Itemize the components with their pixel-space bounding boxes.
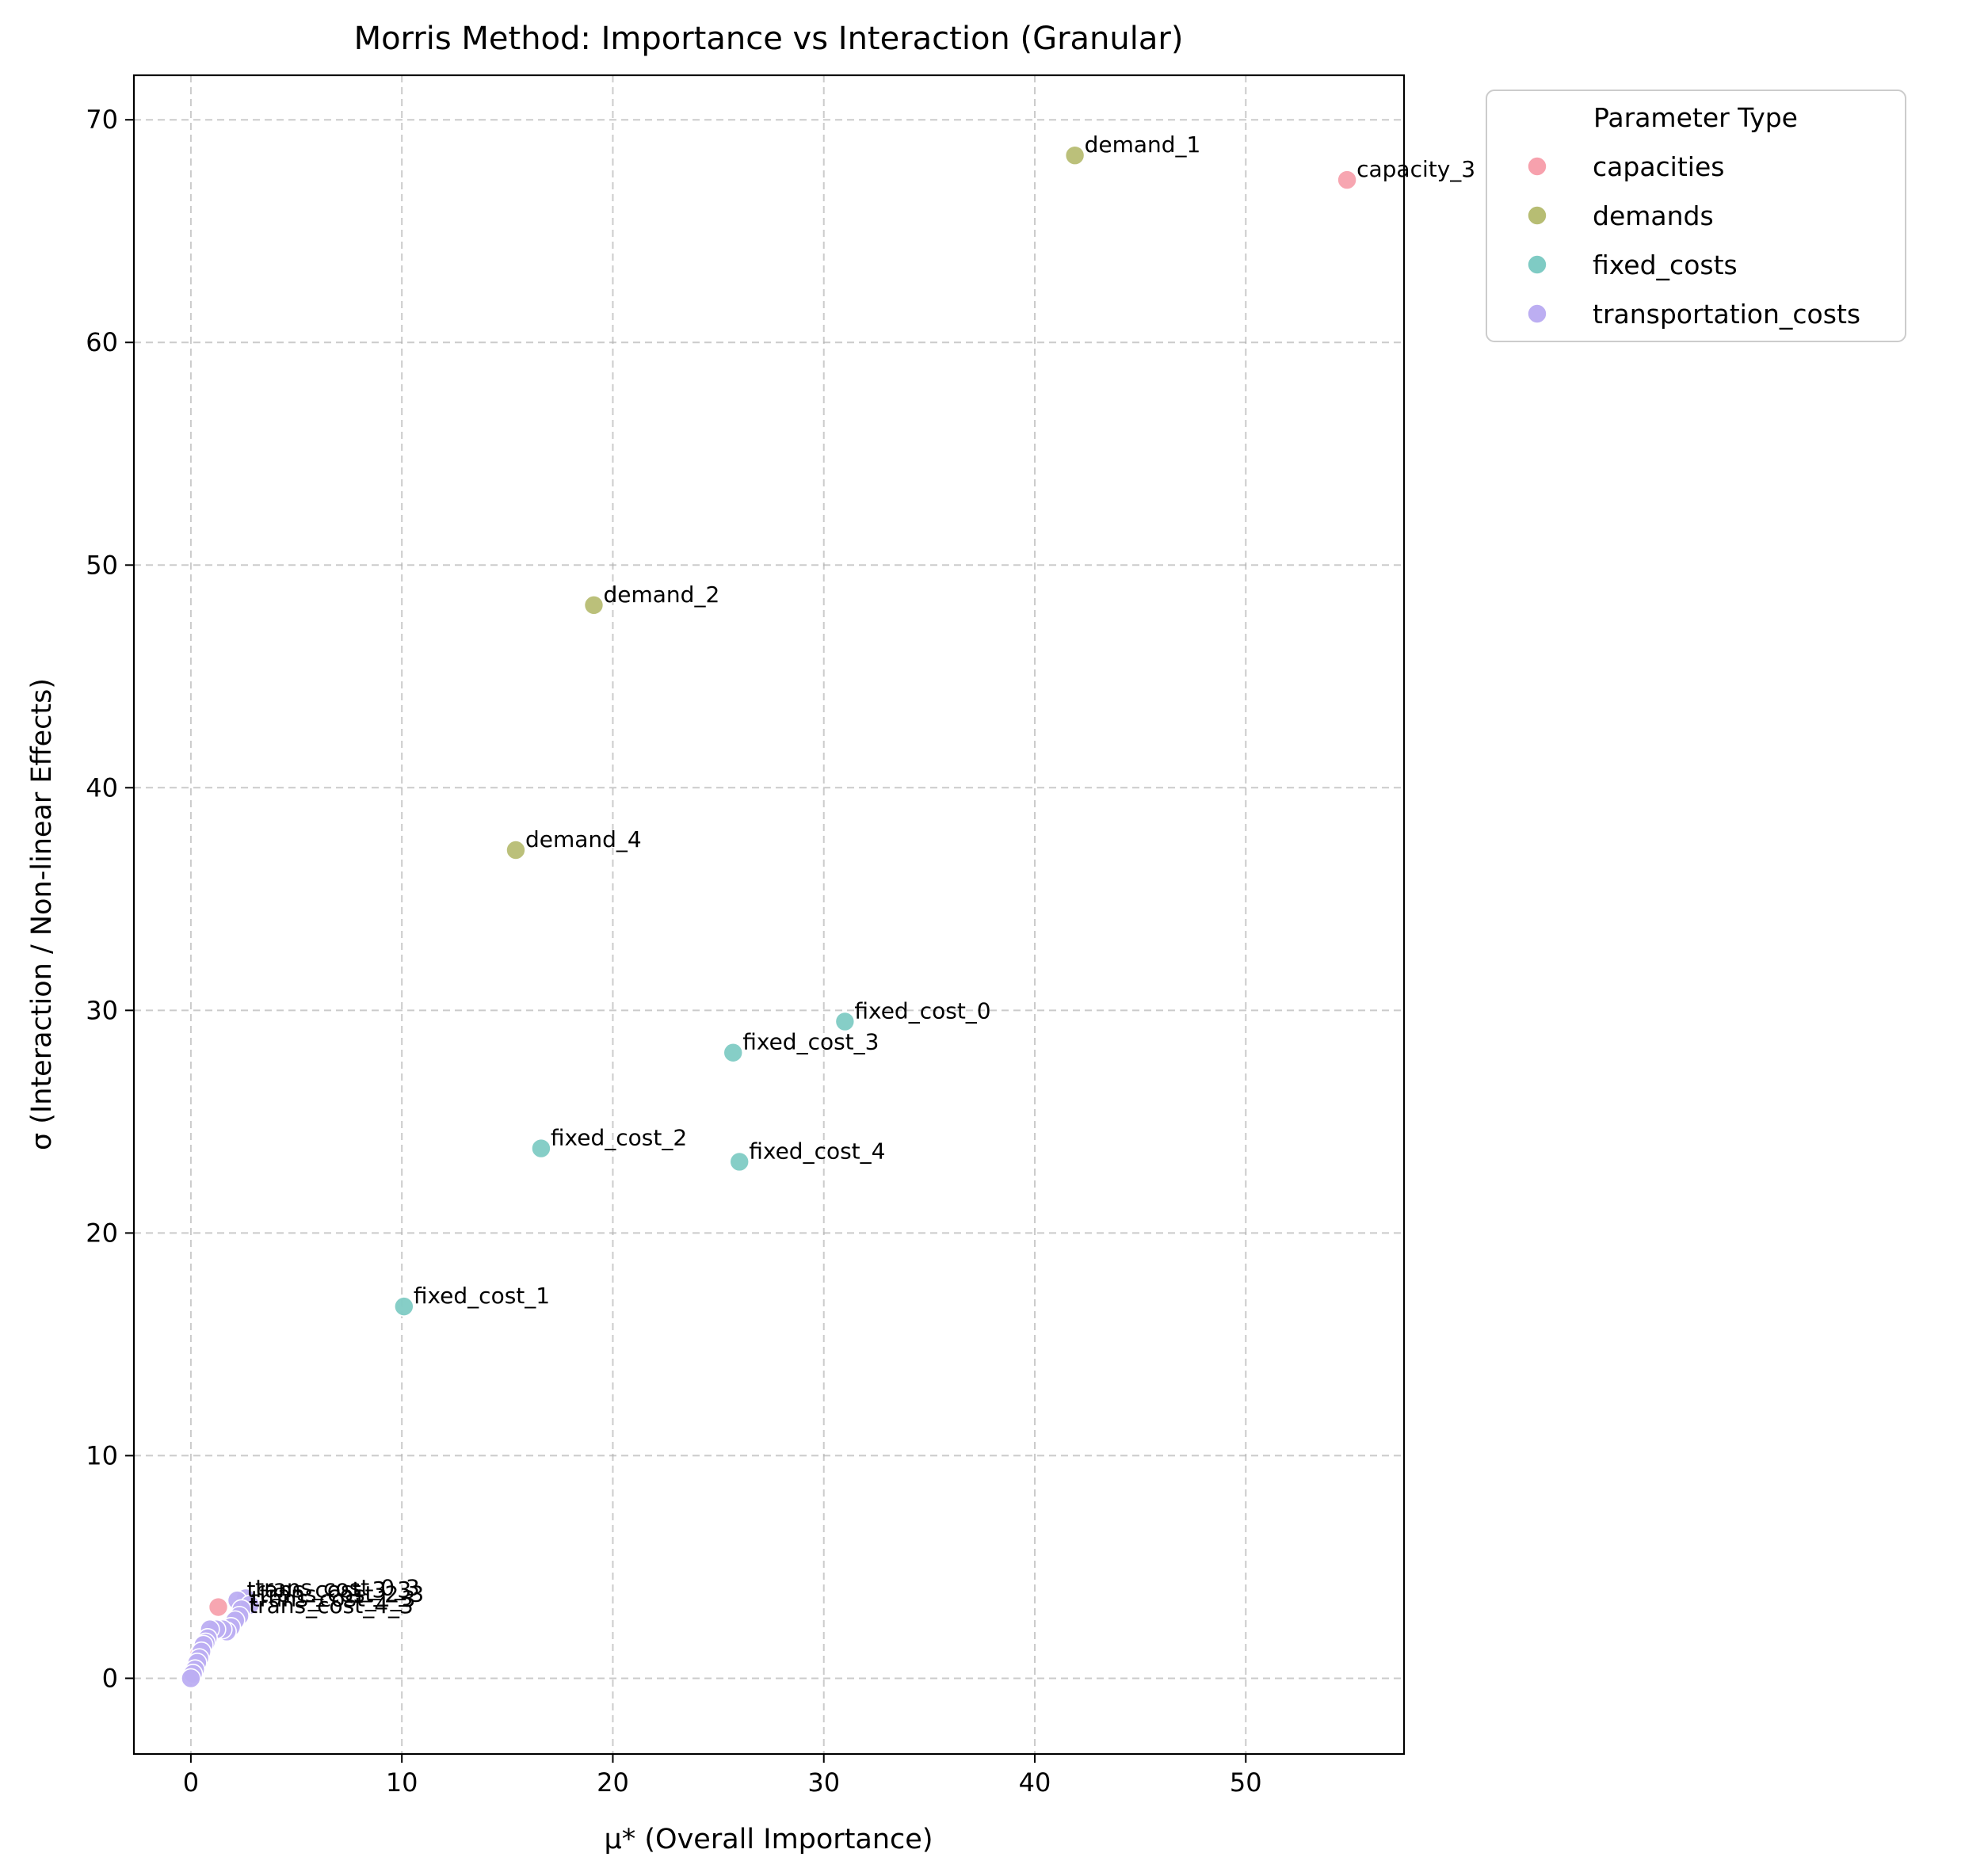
point-fixed_costs [723, 1042, 744, 1063]
point-fixed_costs [394, 1296, 414, 1317]
point-demands [506, 840, 526, 860]
x-tick-label: 50 [1230, 1767, 1262, 1798]
x-axis-label: μ* (Overall Importance) [605, 1824, 933, 1855]
chart-title: Morris Method: Importance vs Interaction… [354, 21, 1184, 57]
point-demands [1064, 145, 1086, 166]
point-demands [583, 595, 605, 616]
y-tick-label: 40 [86, 772, 118, 803]
legend: Parameter Type capacities demands fixed_co… [1486, 90, 1906, 342]
y-axis-label: σ (Interaction / Non-linear Effects) [26, 678, 58, 1150]
point-label: capacity_3 [1356, 156, 1475, 182]
point-label: fixed_cost_4 [749, 1138, 885, 1164]
legend-label: demands [1593, 200, 1714, 231]
point-label: fixed_cost_3 [742, 1029, 879, 1055]
legend-label: fixed_costs [1593, 250, 1738, 280]
point-label: trans_cost_3_3 [246, 1577, 411, 1603]
point-label: demand_2 [603, 581, 719, 608]
point-label: fixed_cost_0 [854, 997, 990, 1024]
point-fixed_costs [834, 1011, 856, 1032]
y-tick-label: 60 [86, 327, 118, 357]
y-tick-label: 70 [86, 105, 118, 135]
legend-box [1486, 90, 1906, 342]
point-label: trans_cost_1_3 [251, 1585, 416, 1611]
point-label: demand_4 [525, 826, 642, 852]
point-label: trans_cost_2_3 [259, 1581, 424, 1607]
y-tick-label: 10 [86, 1440, 118, 1470]
point-label: fixed_cost_2 [551, 1125, 687, 1151]
legend-items: capacities demands fixed_costs transportati… [1527, 151, 1860, 330]
legend-marker-demands [1527, 205, 1547, 226]
x-tick-label: 10 [386, 1767, 418, 1798]
legend-marker-fixed_costs [1527, 254, 1547, 275]
point-label: trans_cost_0_3 [255, 1574, 420, 1600]
legend-label: transportation_costs [1593, 299, 1860, 330]
axis-ticks: 0 10 20 30 40 50 0 10 20 30 40 50 60 70 [86, 105, 1261, 1798]
plot-frame [132, 74, 1406, 1756]
point-transportation_costs [181, 1668, 201, 1689]
point-capacities [208, 1596, 229, 1618]
data-points [181, 145, 1357, 1689]
point-capacities [1337, 170, 1357, 190]
x-tick-label: 40 [1019, 1767, 1051, 1798]
y-tick-label: 0 [102, 1663, 118, 1693]
legend-marker-transportation_costs [1527, 303, 1547, 324]
x-tick-label: 30 [807, 1767, 840, 1798]
y-tick-label: 50 [86, 550, 118, 580]
x-tick-label: 20 [597, 1767, 629, 1798]
legend-marker-capacities [1527, 156, 1547, 177]
legend-title: Parameter Type [1593, 102, 1798, 133]
point-fixed_costs [531, 1138, 551, 1159]
x-tick-label: 0 [183, 1767, 199, 1798]
y-tick-label: 30 [86, 995, 118, 1025]
point-fixed_costs [729, 1151, 750, 1172]
y-tick-label: 20 [86, 1218, 118, 1248]
point-labels: capacity_3 demand_1 demand_2 demand_4 fixed_… [246, 132, 1475, 1619]
point-label: demand_1 [1085, 132, 1201, 158]
grid [134, 75, 1404, 1754]
point-label: fixed_cost_1 [414, 1283, 550, 1309]
point-label: trans_cost_4_3 [249, 1592, 414, 1619]
legend-label: capacities [1593, 151, 1724, 182]
